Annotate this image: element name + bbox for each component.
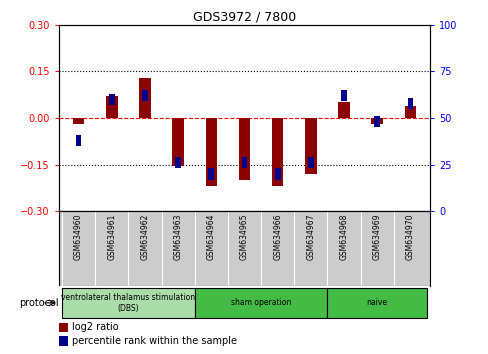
- Text: GSM634964: GSM634964: [206, 213, 215, 260]
- Bar: [305, 118, 316, 174]
- Text: sham operation: sham operation: [230, 298, 291, 307]
- Bar: [373, 116, 379, 127]
- Title: GDS3972 / 7800: GDS3972 / 7800: [192, 11, 296, 24]
- Text: GSM634962: GSM634962: [140, 213, 149, 260]
- Bar: [271, 118, 283, 187]
- Bar: [371, 118, 382, 124]
- Bar: [73, 118, 84, 124]
- Bar: [274, 169, 280, 179]
- Bar: [238, 118, 250, 180]
- Bar: [327, 287, 426, 318]
- Text: GSM634967: GSM634967: [306, 213, 315, 260]
- Text: GSM634968: GSM634968: [339, 213, 348, 260]
- Bar: [208, 169, 214, 179]
- Text: GSM634963: GSM634963: [173, 213, 182, 260]
- Text: GSM634970: GSM634970: [405, 213, 414, 260]
- Bar: [307, 157, 313, 169]
- Text: naive: naive: [366, 298, 387, 307]
- Bar: [407, 97, 412, 109]
- Bar: [341, 90, 346, 101]
- Text: protocol: protocol: [19, 298, 59, 308]
- Bar: [109, 94, 115, 105]
- Bar: [175, 157, 181, 169]
- Bar: [404, 105, 415, 118]
- Text: ventrolateral thalamus stimulation
(DBS): ventrolateral thalamus stimulation (DBS): [61, 293, 195, 313]
- Bar: [241, 157, 247, 169]
- Bar: [194, 287, 327, 318]
- Bar: [338, 103, 349, 118]
- Bar: [172, 118, 183, 166]
- Bar: [76, 135, 81, 146]
- Text: GSM634965: GSM634965: [240, 213, 248, 260]
- Bar: [59, 322, 68, 332]
- Text: GSM634961: GSM634961: [107, 213, 116, 260]
- Bar: [62, 287, 194, 318]
- Text: percentile rank within the sample: percentile rank within the sample: [72, 336, 236, 346]
- Text: GSM634960: GSM634960: [74, 213, 83, 260]
- Bar: [106, 96, 117, 118]
- Bar: [59, 336, 68, 346]
- Bar: [205, 118, 217, 187]
- Text: log2 ratio: log2 ratio: [72, 322, 118, 332]
- Bar: [139, 78, 150, 118]
- Bar: [142, 90, 147, 101]
- Text: GSM634966: GSM634966: [273, 213, 282, 260]
- Text: GSM634969: GSM634969: [372, 213, 381, 260]
